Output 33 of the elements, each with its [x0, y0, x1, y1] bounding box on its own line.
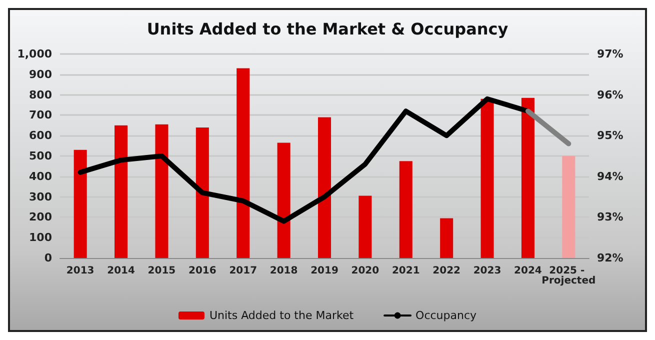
y-tick-label: 0 [44, 252, 52, 264]
y2-tick-label: 96% [597, 88, 624, 102]
y-tick-label: 200 [29, 210, 52, 224]
y-tick-label: 300 [29, 190, 52, 204]
y2-tick-label: 95% [597, 129, 624, 142]
y-tick-label: 500 [29, 150, 52, 162]
x-tick-label: 2020 [351, 266, 380, 276]
y-tick-label: 700 [29, 108, 52, 122]
legend-label: Units Added to the Market [209, 309, 354, 322]
y2-tick-label: 94% [597, 170, 624, 183]
x-tick-label: 2013 [66, 266, 94, 276]
y-tick-label: 900 [29, 68, 52, 81]
legend-label: Occupancy [416, 309, 478, 322]
y-tick-label: 600 [29, 129, 52, 142]
y-tick-label: 400 [29, 170, 52, 183]
x-tick-label: 2019 [310, 266, 338, 276]
x-tick-label: 2025 - Projected [542, 266, 596, 286]
y-tick-label: 100 [29, 231, 52, 244]
x-tick-label: 2021 [392, 266, 420, 276]
x-tick-label: 2014 [107, 266, 135, 276]
chart-title: Units Added to the Market & Occupancy [146, 20, 509, 38]
y2-tick-label: 92% [597, 252, 624, 264]
x-tick-label: 2016 [188, 266, 216, 276]
y2-tick-label: 97% [597, 48, 624, 60]
x-tick-label: 2024 [514, 266, 542, 276]
x-tick-label: 2017 [229, 266, 258, 276]
x-tick-label: 2015 [148, 266, 176, 276]
x-tick-label: 2018 [270, 266, 298, 276]
x-tick-label: 2022 [432, 266, 461, 276]
y-tick-label: 1,000 [17, 48, 52, 60]
y-tick-label: 800 [29, 88, 52, 102]
y2-tick-label: 93% [597, 210, 624, 224]
x-tick-label: 2023 [473, 266, 502, 276]
